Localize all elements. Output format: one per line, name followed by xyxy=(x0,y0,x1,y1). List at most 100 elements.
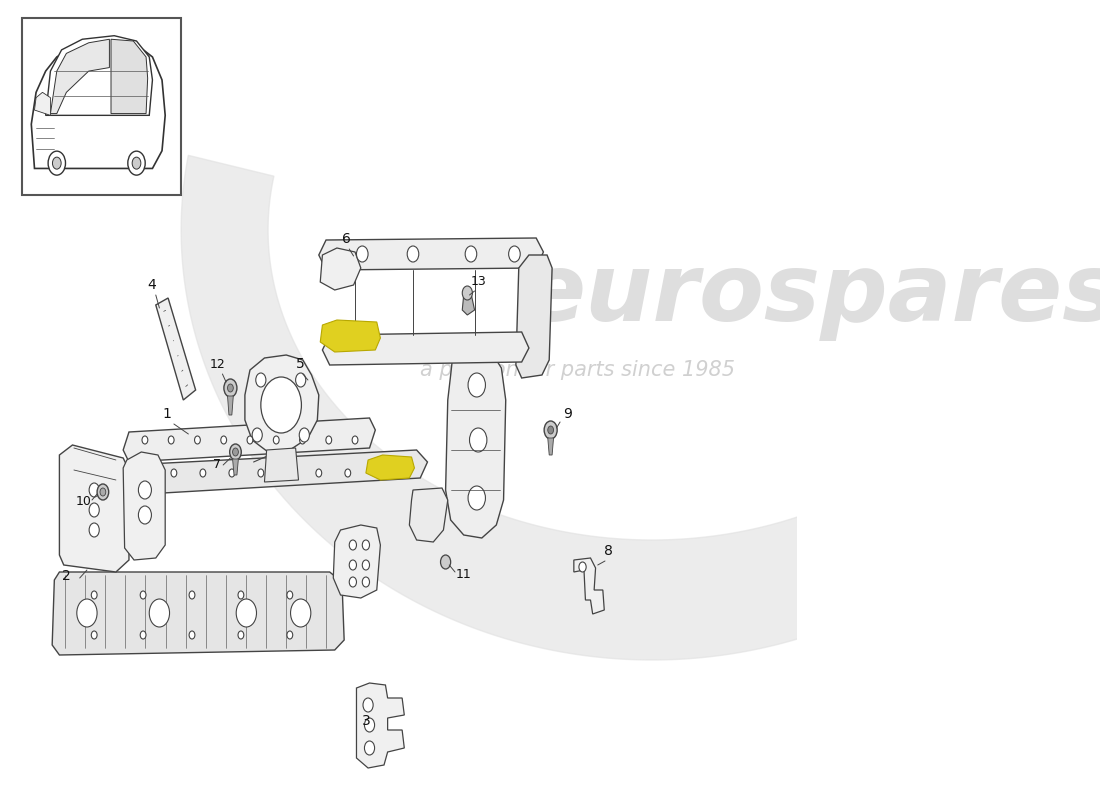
Polygon shape xyxy=(409,488,448,542)
Polygon shape xyxy=(182,155,1100,660)
Circle shape xyxy=(469,373,485,397)
Polygon shape xyxy=(320,320,381,352)
Circle shape xyxy=(261,377,301,433)
Polygon shape xyxy=(548,438,553,455)
Circle shape xyxy=(100,488,106,496)
Circle shape xyxy=(97,484,109,500)
Text: a passion for parts since 1985: a passion for parts since 1985 xyxy=(420,360,735,380)
Circle shape xyxy=(548,426,553,434)
Circle shape xyxy=(168,436,174,444)
Text: 5: 5 xyxy=(296,357,305,371)
Polygon shape xyxy=(319,238,543,270)
Circle shape xyxy=(363,698,373,712)
Circle shape xyxy=(142,469,147,477)
Circle shape xyxy=(91,631,97,639)
Circle shape xyxy=(352,436,358,444)
Circle shape xyxy=(316,469,321,477)
Circle shape xyxy=(200,469,206,477)
Polygon shape xyxy=(264,448,298,482)
Polygon shape xyxy=(123,450,428,495)
Circle shape xyxy=(287,469,293,477)
Polygon shape xyxy=(356,683,405,768)
Text: 1: 1 xyxy=(162,407,172,421)
Circle shape xyxy=(229,469,234,477)
Polygon shape xyxy=(45,36,153,115)
Polygon shape xyxy=(156,298,196,400)
Circle shape xyxy=(139,506,152,524)
Circle shape xyxy=(53,157,62,169)
Circle shape xyxy=(257,469,264,477)
Polygon shape xyxy=(320,248,361,290)
Circle shape xyxy=(326,436,332,444)
Circle shape xyxy=(349,540,356,550)
Circle shape xyxy=(299,428,309,442)
Circle shape xyxy=(349,560,356,570)
Circle shape xyxy=(224,379,236,397)
Circle shape xyxy=(362,560,370,570)
Text: 12: 12 xyxy=(209,358,226,371)
Circle shape xyxy=(470,428,487,452)
Polygon shape xyxy=(34,92,51,115)
Circle shape xyxy=(273,436,279,444)
Circle shape xyxy=(89,503,99,517)
Circle shape xyxy=(91,591,97,599)
Circle shape xyxy=(238,591,244,599)
Text: 10: 10 xyxy=(76,495,91,508)
Circle shape xyxy=(89,523,99,537)
Polygon shape xyxy=(51,39,109,114)
Circle shape xyxy=(440,555,451,569)
Text: 6: 6 xyxy=(342,232,351,246)
Circle shape xyxy=(139,481,152,499)
Circle shape xyxy=(362,540,370,550)
Circle shape xyxy=(356,246,369,262)
Polygon shape xyxy=(574,558,604,614)
Polygon shape xyxy=(123,418,375,462)
Circle shape xyxy=(256,373,266,387)
Polygon shape xyxy=(462,293,474,315)
Polygon shape xyxy=(31,39,165,169)
Text: 3: 3 xyxy=(362,714,371,728)
Circle shape xyxy=(189,591,195,599)
Circle shape xyxy=(349,577,356,587)
Circle shape xyxy=(296,373,306,387)
Polygon shape xyxy=(333,525,381,598)
Circle shape xyxy=(287,591,293,599)
Circle shape xyxy=(579,562,586,572)
Circle shape xyxy=(248,436,253,444)
Circle shape xyxy=(230,444,241,460)
Circle shape xyxy=(299,436,306,444)
Circle shape xyxy=(508,246,520,262)
Text: 9: 9 xyxy=(563,407,572,421)
Polygon shape xyxy=(111,39,147,114)
Circle shape xyxy=(469,486,485,510)
Circle shape xyxy=(364,718,375,732)
Circle shape xyxy=(89,483,99,497)
Circle shape xyxy=(140,631,146,639)
Circle shape xyxy=(48,151,66,175)
Circle shape xyxy=(287,631,293,639)
Circle shape xyxy=(403,469,408,477)
Circle shape xyxy=(236,599,256,627)
Bar xyxy=(22,18,182,195)
Polygon shape xyxy=(228,396,233,415)
Circle shape xyxy=(362,577,370,587)
Circle shape xyxy=(232,448,239,456)
Text: 7: 7 xyxy=(213,458,221,471)
Circle shape xyxy=(462,286,472,300)
Text: 4: 4 xyxy=(147,278,156,292)
Polygon shape xyxy=(322,332,529,365)
Circle shape xyxy=(189,631,195,639)
Text: 2: 2 xyxy=(63,569,72,583)
Text: 11: 11 xyxy=(455,568,472,581)
Circle shape xyxy=(407,246,419,262)
Circle shape xyxy=(77,599,97,627)
Circle shape xyxy=(364,741,375,755)
Polygon shape xyxy=(366,455,415,480)
Polygon shape xyxy=(516,255,552,378)
Circle shape xyxy=(140,591,146,599)
Circle shape xyxy=(132,157,141,169)
Circle shape xyxy=(465,246,476,262)
Polygon shape xyxy=(245,355,319,452)
Circle shape xyxy=(170,469,177,477)
Circle shape xyxy=(252,428,262,442)
